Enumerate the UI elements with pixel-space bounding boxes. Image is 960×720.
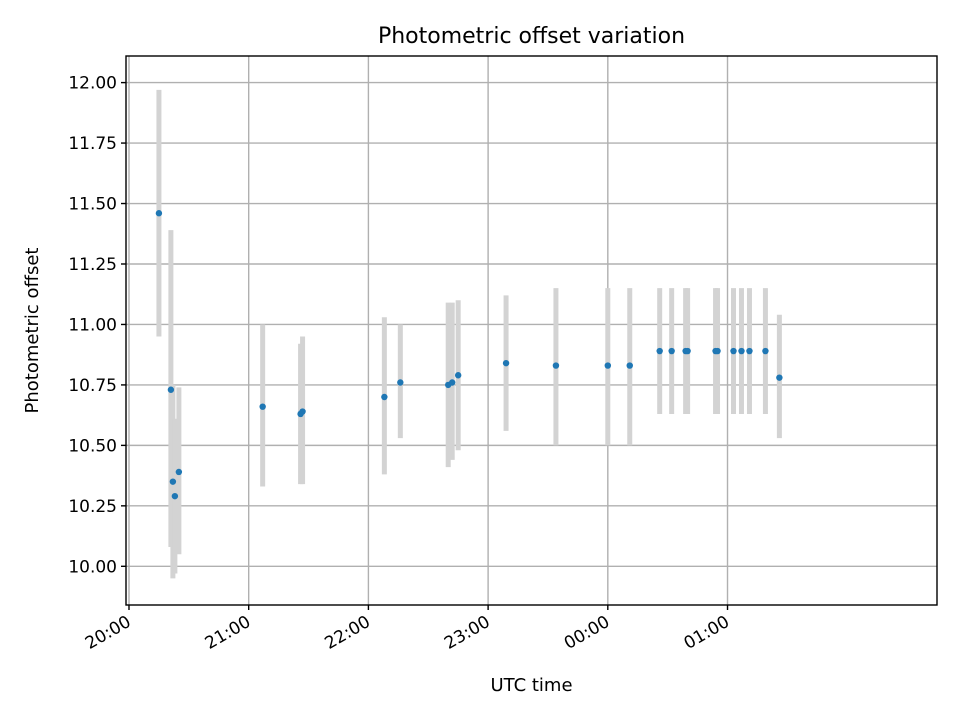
data-point: [626, 362, 633, 369]
data-point: [552, 362, 560, 369]
data-point: [381, 393, 388, 401]
data-point: [730, 347, 737, 355]
data-point: [762, 347, 769, 355]
data-point: [175, 468, 183, 476]
y-tick-label: 11.75: [68, 134, 117, 154]
y-tick-label: 12.00: [68, 74, 117, 94]
y-tick-label: 11.50: [68, 195, 117, 215]
data-point: [746, 347, 753, 355]
data-point: [454, 372, 462, 379]
data-point: [259, 403, 266, 410]
data-point: [397, 379, 404, 386]
data-point: [604, 362, 612, 369]
data-point: [299, 408, 306, 415]
y-tick-label: 10.75: [68, 376, 117, 396]
y-tick-label: 10.25: [68, 497, 117, 517]
data-point: [167, 386, 175, 393]
data-point: [448, 379, 456, 386]
y-tick-label: 10.00: [68, 557, 117, 577]
data-point: [169, 478, 177, 485]
y-tick-label: 11.00: [68, 315, 117, 335]
y-tick-label: 11.25: [68, 255, 117, 275]
data-point: [171, 492, 179, 500]
data-point: [656, 347, 663, 355]
data-point: [714, 347, 721, 355]
data-point: [684, 347, 691, 355]
data-point: [155, 210, 163, 217]
x-axis-label: UTC time: [490, 675, 572, 696]
data-point: [668, 347, 675, 355]
y-axis-label: Photometric offset: [22, 248, 43, 414]
data-point: [776, 374, 783, 381]
data-points: [155, 210, 783, 500]
data-point: [738, 347, 745, 355]
y-tick-label: 10.50: [68, 436, 117, 456]
plot-frame: [125, 55, 938, 606]
chart-title: Photometric offset variation: [378, 24, 685, 49]
data-point: [502, 359, 510, 367]
